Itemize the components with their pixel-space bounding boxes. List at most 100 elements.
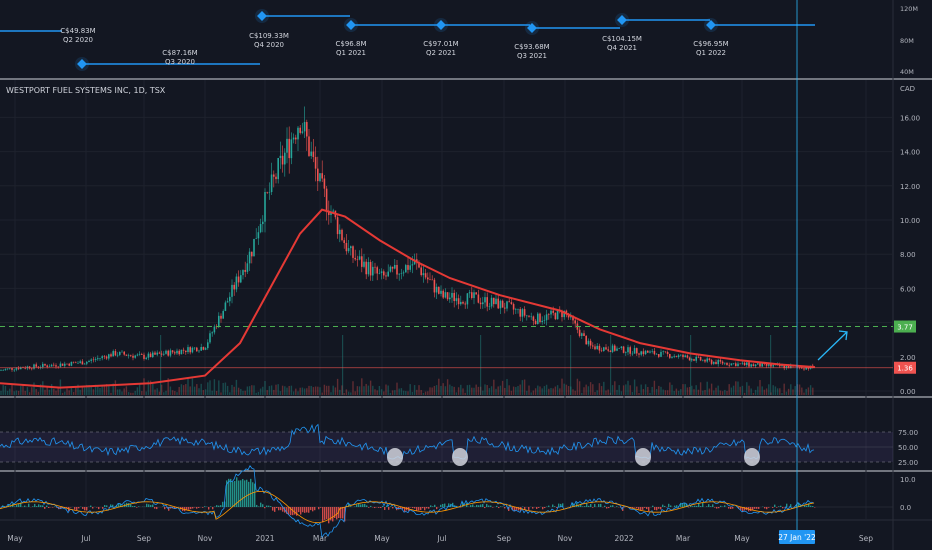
candle-body — [284, 152, 286, 165]
macd-histogram-bar — [360, 504, 362, 507]
volume-bar — [614, 381, 616, 395]
volume-bar — [2, 385, 4, 395]
candle-body — [765, 363, 768, 366]
candle-body — [704, 359, 706, 362]
volume-bar — [457, 387, 460, 395]
candle-body — [363, 261, 365, 267]
macd-histogram-bar — [266, 505, 268, 507]
macd-histogram-bar — [36, 506, 38, 507]
volume-bar — [108, 385, 110, 395]
candle-body — [310, 151, 312, 156]
candle-body — [539, 313, 541, 323]
volume-bar — [717, 385, 719, 395]
macd-histogram-bar — [56, 507, 58, 508]
candle-body — [149, 353, 152, 358]
candle-body — [636, 348, 638, 354]
volume-bar — [783, 383, 785, 395]
volume-bar — [189, 386, 191, 395]
candle-body — [519, 309, 521, 317]
candle-body — [281, 155, 284, 165]
macd-histogram-bar — [336, 507, 338, 520]
volume-spike — [160, 335, 162, 395]
macd-histogram-bar — [782, 507, 784, 509]
volume-bar — [691, 385, 693, 395]
candle-body — [754, 364, 757, 367]
volume-bar — [11, 384, 13, 395]
revenue-marker — [706, 20, 716, 30]
volume-bar — [138, 384, 141, 395]
candle-body — [675, 356, 678, 357]
candle-body — [565, 310, 568, 314]
macd-histogram-bar — [636, 507, 638, 509]
macd-histogram-bar — [656, 507, 658, 511]
macd-histogram-bar — [774, 504, 776, 507]
volume-bar — [776, 388, 779, 395]
candle-body — [277, 157, 279, 180]
candle-body — [477, 294, 480, 303]
volume-bar — [273, 389, 275, 395]
volume-bar — [402, 390, 405, 395]
macd-histogram-bar — [804, 504, 806, 507]
macd-histogram-bar — [170, 507, 172, 509]
candle-body — [695, 356, 697, 361]
macd-histogram-bar — [610, 505, 612, 507]
macd-histogram-bar — [304, 507, 306, 513]
macd-histogram-bar — [524, 507, 526, 511]
revenue-value-label: C$96.95M — [693, 40, 728, 48]
candle-body — [596, 345, 598, 350]
volume-bar — [704, 390, 706, 395]
macd-histogram-bar — [110, 504, 112, 507]
candle-body — [380, 271, 383, 274]
rsi-tick-label: 50.00 — [898, 444, 918, 452]
macd-histogram-bar — [780, 505, 782, 507]
macd-histogram-bar — [154, 507, 156, 509]
volume-bar — [556, 385, 559, 395]
volume-spike — [690, 335, 692, 395]
macd-histogram-bar — [42, 505, 44, 507]
macd-histogram-bar — [82, 507, 84, 509]
volume-bar — [343, 392, 345, 395]
volume-bar — [532, 390, 535, 395]
candle-body — [88, 360, 90, 363]
macd-histogram-bar — [16, 504, 18, 507]
volume-bar — [70, 386, 73, 395]
candle-body — [772, 365, 774, 367]
candle-body — [187, 347, 189, 353]
volume-bar — [396, 382, 398, 395]
candle-body — [631, 353, 634, 355]
revenue-period-label: Q4 2021 — [607, 44, 637, 52]
volume-bar — [356, 386, 359, 395]
macd-histogram-bar — [340, 507, 342, 519]
macd-histogram-bar — [668, 503, 670, 507]
time-tick-label: 2022 — [614, 534, 633, 543]
volume-bar — [801, 387, 803, 395]
volume-bar — [119, 389, 121, 395]
revenue-value-label: C$93.68M — [514, 43, 549, 51]
volume-bar — [748, 385, 750, 395]
macd-histogram-bar — [84, 507, 86, 511]
macd-histogram-bar — [292, 507, 294, 516]
volume-bar — [55, 390, 57, 395]
candle-body — [587, 340, 590, 345]
macd-histogram-bar — [720, 505, 722, 507]
volume-bar — [440, 385, 442, 395]
candle-body — [292, 137, 295, 140]
volume-bar — [297, 391, 299, 395]
macd-histogram-bar — [490, 505, 492, 507]
macd-histogram-bar — [612, 505, 614, 507]
volume-bar — [598, 383, 601, 395]
time-tick-label: May — [374, 534, 390, 543]
volume-bar — [328, 385, 330, 395]
candle-body — [686, 355, 689, 358]
volume-bar — [633, 379, 636, 395]
volume-bar — [596, 390, 598, 395]
time-tick-label: Mar — [676, 534, 691, 543]
volume-bar — [526, 390, 528, 395]
macd-histogram-bar — [320, 507, 322, 508]
macd-histogram-bar — [134, 505, 136, 507]
candle-body — [233, 284, 235, 290]
volume-bar — [770, 392, 772, 395]
volume-bar — [482, 390, 484, 395]
candle-body — [240, 275, 242, 283]
volume-bar — [163, 392, 165, 395]
